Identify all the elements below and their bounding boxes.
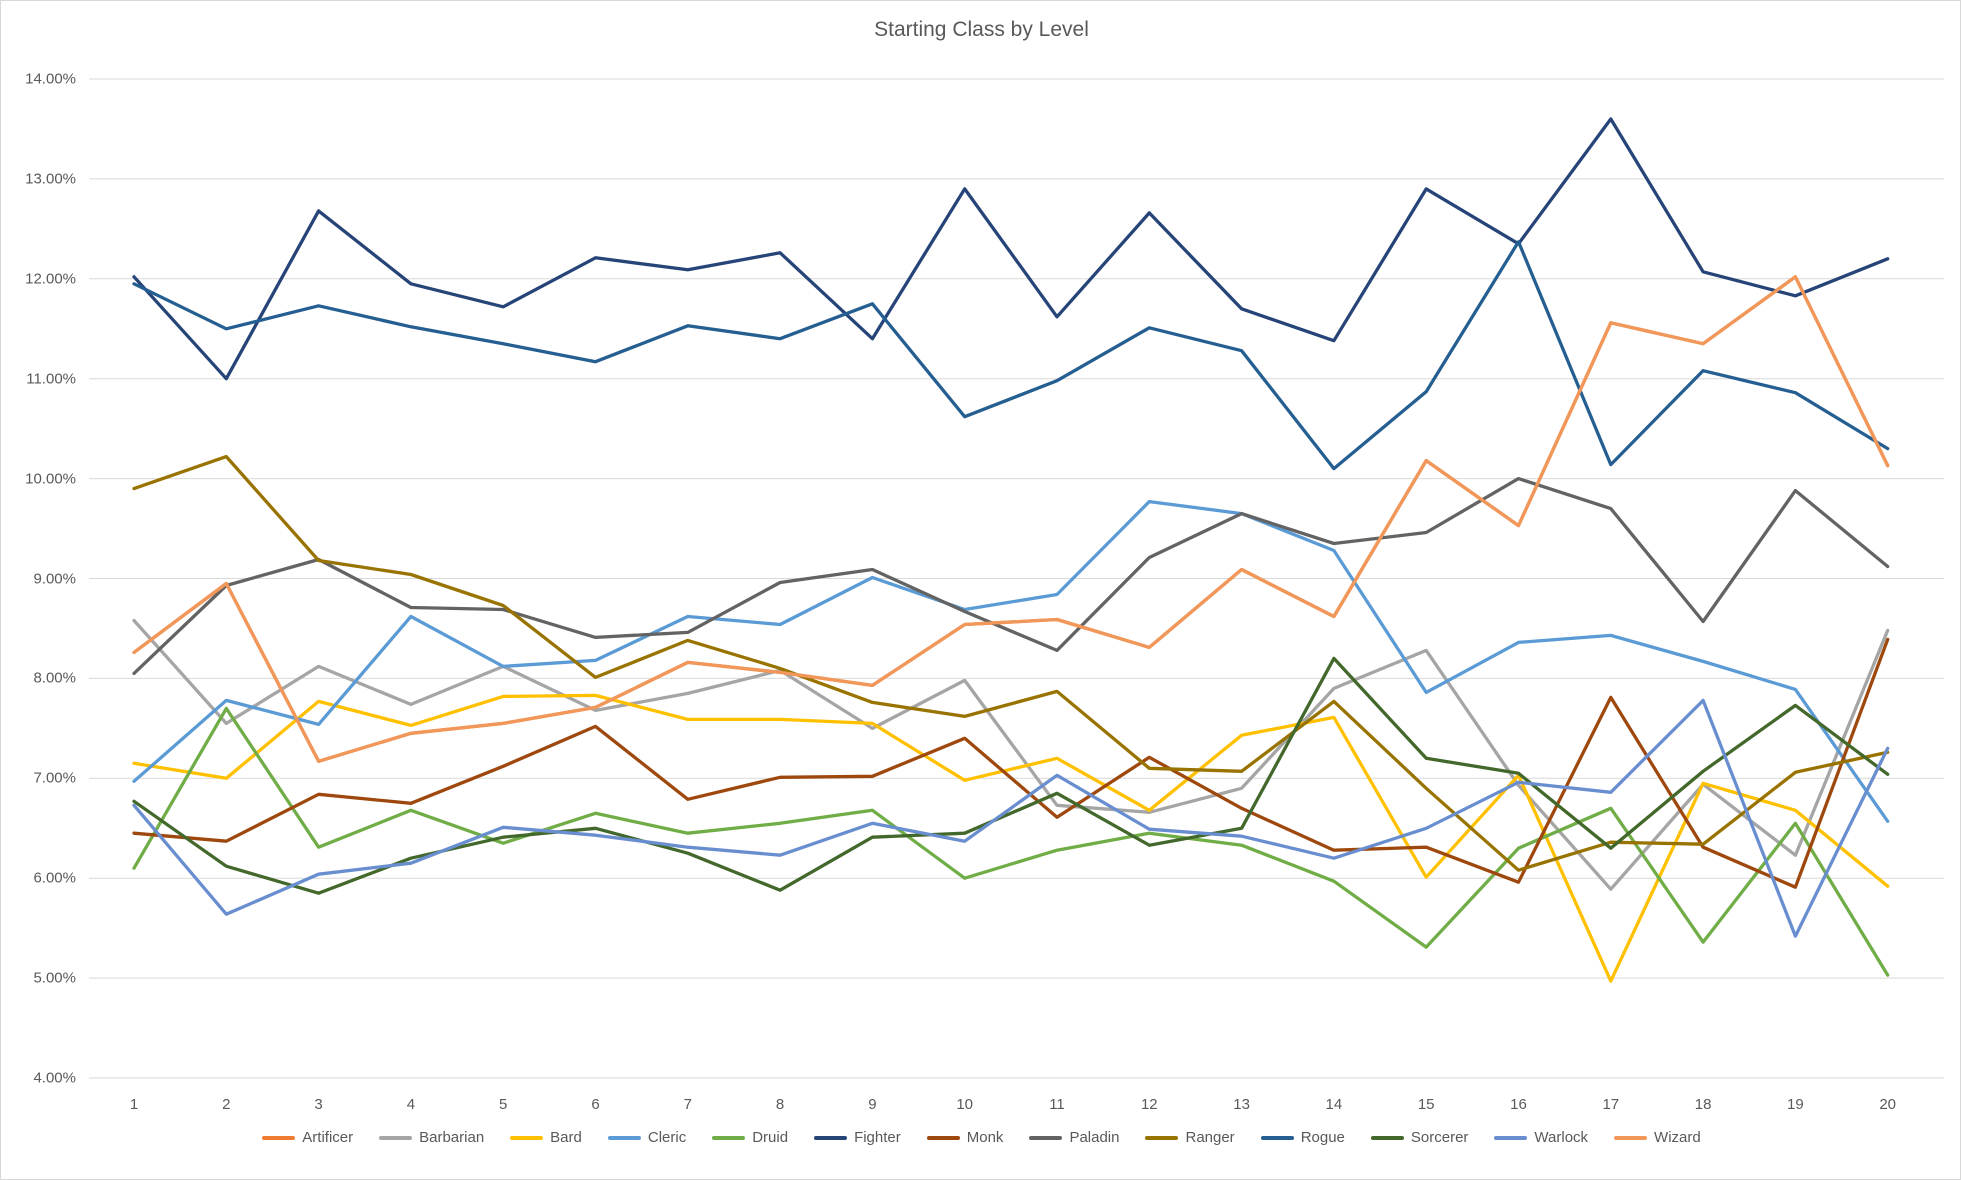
legend-label: Fighter xyxy=(854,1129,901,1146)
legend-label: Monk xyxy=(966,1129,1004,1146)
legend-label: Paladin xyxy=(1069,1129,1120,1146)
legend-swatch-icon xyxy=(814,1135,848,1140)
series-line-rogue xyxy=(132,240,1890,471)
legend-item-cleric: Cleric xyxy=(595,1129,699,1146)
legend-swatch-icon xyxy=(1260,1135,1294,1140)
series-line-druid xyxy=(132,706,1890,977)
legend-item-barbarian: Barbarian xyxy=(366,1129,497,1146)
legend-item-monk: Monk xyxy=(914,1129,1017,1146)
legend-swatch-icon xyxy=(607,1135,641,1140)
x-tick-label: 12 xyxy=(1140,1096,1158,1113)
y-tick-label: 12.00% xyxy=(25,270,76,288)
chart-title: Starting Class by Level xyxy=(874,18,1089,41)
y-tick-label: 10.00% xyxy=(25,470,76,488)
y-tick-label: 9.00% xyxy=(33,570,76,587)
legend-item-paladin: Paladin xyxy=(1016,1129,1132,1146)
x-tick-label: 9 xyxy=(868,1096,877,1113)
x-tick-label: 19 xyxy=(1787,1096,1804,1113)
x-tick-label: 18 xyxy=(1694,1096,1712,1113)
legend-label: Warlock xyxy=(1534,1129,1589,1146)
series-line-wizard xyxy=(132,275,1890,763)
legend-label: Wizard xyxy=(1654,1129,1701,1146)
x-tick-label: 14 xyxy=(1325,1096,1343,1113)
x-tick-label: 2 xyxy=(222,1096,231,1113)
x-tick-label: 5 xyxy=(499,1096,508,1113)
x-tick-label: 20 xyxy=(1879,1096,1897,1113)
legend-item-rogue: Rogue xyxy=(1248,1129,1358,1146)
series-line-ranger xyxy=(132,454,1890,872)
legend-swatch-icon xyxy=(1494,1135,1528,1140)
legend-item-druid: Druid xyxy=(699,1129,801,1146)
series-line-bard xyxy=(132,693,1890,983)
legend-label: Cleric xyxy=(647,1129,687,1146)
series-line-paladin xyxy=(132,476,1890,676)
legend-swatch-icon xyxy=(1145,1135,1179,1140)
y-tick-label: 6.00% xyxy=(33,869,76,887)
legend-item-artificer: Artificer xyxy=(249,1129,366,1146)
legend-swatch-icon xyxy=(1029,1135,1063,1140)
x-tick-label: 17 xyxy=(1602,1096,1620,1113)
legend-item-wizard: Wizard xyxy=(1601,1129,1714,1146)
legend-label: Ranger xyxy=(1185,1129,1235,1146)
legend-swatch-icon xyxy=(1370,1135,1404,1140)
legend-swatch-icon xyxy=(712,1135,746,1140)
x-tick-label: 15 xyxy=(1417,1096,1435,1113)
legend-item-warlock: Warlock xyxy=(1481,1129,1601,1146)
legend-item-sorcerer: Sorcerer xyxy=(1358,1129,1482,1146)
x-tick-label: 3 xyxy=(314,1096,323,1113)
legend: Artificer Barbarian Bard Cleric Druid Fighter… xyxy=(1,1129,1960,1146)
legend-label: Sorcerer xyxy=(1410,1129,1469,1146)
y-tick-label: 5.00% xyxy=(33,969,76,987)
x-tick-label: 6 xyxy=(591,1096,600,1113)
x-tick-label: 1 xyxy=(129,1096,139,1113)
legend-label: Bard xyxy=(550,1129,582,1146)
series-line-fighter xyxy=(132,117,1890,381)
legend-label: Druid xyxy=(752,1129,789,1146)
legend-swatch-icon xyxy=(262,1135,296,1140)
legend-label: Artificer xyxy=(302,1129,354,1146)
x-tick-label: 10 xyxy=(956,1096,974,1113)
legend-swatch-icon xyxy=(1614,1135,1648,1140)
y-tick-label: 13.00% xyxy=(25,170,76,188)
legend-swatch-icon xyxy=(510,1135,544,1140)
x-tick-label: 8 xyxy=(775,1096,785,1113)
x-tick-label: 4 xyxy=(406,1096,416,1113)
series-line-monk xyxy=(132,637,1890,889)
x-tick-label: 7 xyxy=(683,1096,692,1113)
x-tick-label: 11 xyxy=(1049,1096,1065,1113)
legend-label: Barbarian xyxy=(419,1129,485,1146)
series-line-warlock xyxy=(132,698,1890,938)
legend-item-bard: Bard xyxy=(497,1129,595,1146)
legend-swatch-icon xyxy=(379,1135,413,1140)
series-line-artificer xyxy=(132,275,1890,763)
y-tick-label: 14.00% xyxy=(25,70,76,88)
series-line-cleric xyxy=(132,499,1890,823)
y-tick-label: 7.00% xyxy=(33,769,76,787)
series-line-barbarian xyxy=(132,618,1890,891)
x-tick-label: 16 xyxy=(1510,1096,1527,1113)
legend-item-fighter: Fighter xyxy=(801,1129,914,1146)
legend-swatch-icon xyxy=(926,1135,960,1140)
legend-label: Rogue xyxy=(1300,1129,1345,1146)
y-tick-label: 8.00% xyxy=(33,669,76,687)
y-tick-label: 4.00% xyxy=(33,1069,76,1087)
series-line-sorcerer xyxy=(132,656,1890,895)
x-tick-label: 13 xyxy=(1233,1096,1250,1113)
legend-item-ranger: Ranger xyxy=(1132,1129,1247,1146)
y-tick-label: 11.00% xyxy=(26,370,76,388)
